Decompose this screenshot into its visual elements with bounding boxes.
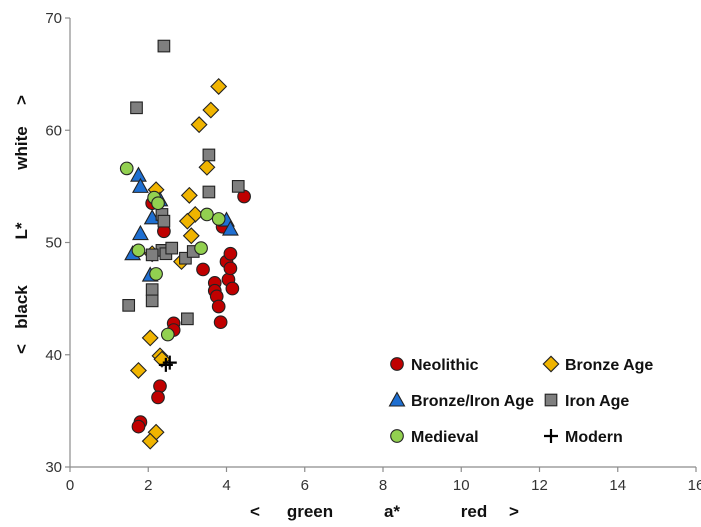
x-tick-label: 6 [301, 477, 309, 494]
data-point-iron-age [145, 248, 159, 262]
x-tick-label: 12 [531, 477, 548, 494]
x-tick-label: 10 [453, 477, 470, 494]
data-point-iron-age [130, 101, 143, 115]
data-point-bronze-age [141, 329, 159, 347]
x-tick-label: 2 [144, 477, 152, 494]
data-point-iron-age [157, 214, 171, 228]
legend-marker-bronze-age [542, 355, 560, 373]
x-tick-label: 0 [66, 477, 74, 494]
x-tick-label: 16 [688, 477, 701, 494]
data-point-medieval [211, 212, 226, 226]
data-point-bronze-age [129, 361, 147, 379]
data-point-neolithic [153, 379, 167, 394]
data-point-bronze-age [210, 77, 228, 95]
data-point-neolithic [213, 315, 228, 330]
data-point-bronze-age [141, 432, 159, 450]
legend-label-bronze-age: Bronze Age [565, 357, 653, 374]
x-tick-label: 8 [379, 477, 387, 494]
data-point-iron-age [202, 148, 216, 162]
data-point-medieval [119, 161, 134, 176]
data-point-neolithic [223, 261, 238, 276]
data-point-neolithic [223, 246, 238, 261]
data-point-bronze-iron-age [131, 177, 149, 193]
x-axis-title-part: green [287, 502, 333, 521]
x-axis-title-part: red [461, 502, 487, 521]
data-point-neolithic [225, 281, 240, 296]
legend-marker-iron-age [544, 393, 558, 407]
legend-marker-bronze-iron-age [388, 391, 406, 407]
y-axis-title-part: > [12, 95, 31, 105]
legend-label-neolithic: Neolithic [411, 357, 479, 374]
data-point-iron-age [181, 312, 194, 326]
data-point-iron-age [165, 241, 179, 255]
x-tick-label: 14 [609, 477, 626, 494]
legend-marker-medieval [390, 429, 404, 443]
y-axis-title-part: black [12, 285, 31, 329]
data-point-neolithic [131, 419, 146, 434]
data-point-medieval [200, 207, 214, 222]
legend-label-modern: Modern [565, 429, 623, 446]
data-point-bronze-iron-age [130, 166, 147, 182]
legend-label-iron-age: Iron Age [565, 393, 629, 410]
data-point-medieval [160, 327, 175, 342]
data-point-neolithic [151, 390, 165, 405]
data-point-bronze-age [190, 116, 208, 134]
data-point-medieval [131, 243, 146, 258]
y-tick-label: 40 [45, 347, 62, 364]
y-tick-label: 60 [45, 122, 62, 139]
legend-label-medieval: Medieval [411, 429, 479, 446]
data-point-iron-age [122, 299, 136, 312]
data-point-bronze-iron-age [221, 220, 239, 236]
plot-area [119, 39, 251, 450]
data-point-bronze-iron-age [131, 224, 149, 241]
data-point-modern [162, 355, 177, 370]
data-point-medieval [151, 196, 165, 211]
data-point-neolithic [196, 262, 210, 277]
data-point-medieval [149, 267, 163, 281]
data-point-iron-age [231, 180, 245, 193]
data-point-iron-age [157, 39, 171, 53]
y-axis-title-part: L* [12, 222, 31, 239]
data-point-iron-age [179, 251, 192, 265]
y-tick-label: 30 [45, 459, 62, 476]
axes: 0 2 4 6 8 10 12 14 16 30 40 50 60 70 < green a* red > < blac… [12, 10, 701, 521]
data-point-bronze-age [198, 158, 216, 176]
legend-marker-neolithic [390, 357, 404, 371]
x-axis-title-part: < [250, 502, 260, 521]
legend: Neolithic Bronze Age Bronze/Iron Age Iron A… [388, 355, 653, 446]
data-point-bronze-age [180, 186, 198, 204]
y-tick-label: 50 [45, 235, 62, 252]
data-point-bronze-age [202, 101, 220, 119]
x-tick-label: 4 [222, 477, 230, 494]
data-point-bronze-age [182, 227, 200, 245]
data-point-medieval [194, 241, 208, 255]
y-axis-title-part: < [12, 344, 31, 354]
data-point-iron-age [145, 283, 159, 296]
data-point-iron-age [202, 185, 216, 199]
data-point-iron-age [145, 294, 159, 308]
x-axis-title-part: a* [384, 502, 400, 521]
data-point-bronze-age [178, 212, 196, 230]
data-point-neolithic [211, 299, 226, 314]
y-axis-title-part: white [12, 126, 31, 170]
legend-label-bronze-iron-age: Bronze/Iron Age [411, 393, 534, 410]
legend-marker-modern [544, 429, 558, 443]
x-axis-title-part: > [509, 502, 519, 521]
y-tick-label: 70 [45, 10, 62, 27]
